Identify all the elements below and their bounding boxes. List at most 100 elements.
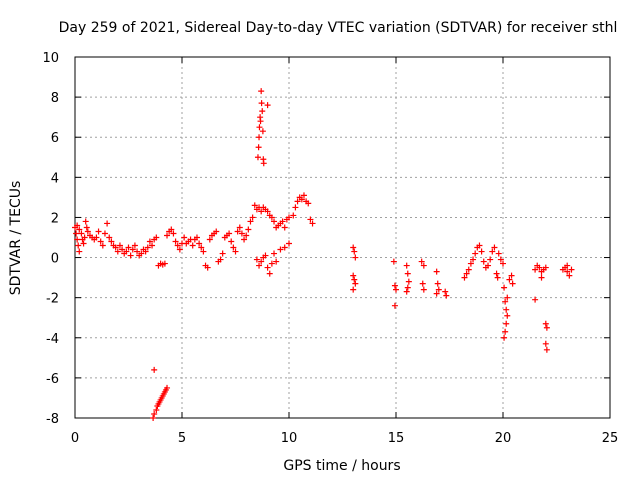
data-point: [433, 290, 440, 297]
data-point: [491, 244, 498, 251]
data-point: [258, 100, 265, 107]
data-point: [433, 268, 440, 275]
data-point: [502, 328, 509, 335]
x-tick-label: 15: [388, 431, 405, 446]
data-point: [80, 240, 87, 247]
data-point: [204, 264, 211, 271]
data-point: [566, 272, 573, 279]
data-point: [176, 246, 183, 253]
data-point: [241, 236, 248, 243]
data-point: [391, 282, 398, 289]
data-point: [219, 250, 226, 257]
data-point: [292, 204, 299, 211]
data-point: [260, 160, 267, 167]
data-point: [352, 254, 359, 261]
points-layer: [72, 88, 575, 421]
data-point: [76, 248, 83, 255]
y-tick-label: -8: [46, 412, 59, 427]
data-point: [234, 228, 241, 235]
data-point: [164, 384, 171, 391]
data-point: [298, 196, 305, 203]
data-point: [153, 234, 160, 241]
data-point: [149, 242, 156, 249]
data-point: [305, 200, 312, 207]
data-point: [281, 224, 288, 231]
data-point: [494, 274, 501, 281]
data-point: [230, 244, 237, 251]
x-tick-label: 25: [602, 431, 619, 446]
data-point: [503, 306, 510, 313]
plot-frame: [74, 56, 611, 419]
y-tick-label: -4: [46, 332, 59, 347]
data-point: [309, 220, 316, 227]
data-point: [161, 260, 168, 267]
data-point: [472, 250, 479, 257]
data-point: [495, 250, 502, 257]
data-point: [119, 246, 126, 253]
y-tick-label: 6: [51, 131, 59, 146]
data-point: [172, 238, 179, 245]
data-point: [470, 256, 477, 263]
data-point: [279, 218, 286, 225]
data-point: [391, 302, 398, 309]
data-point: [78, 230, 85, 237]
x-axis-label: GPS time / hours: [283, 458, 400, 474]
data-point: [170, 230, 177, 237]
data-point: [189, 242, 196, 249]
data-point: [542, 320, 549, 327]
data-point: [543, 324, 550, 331]
data-point: [76, 226, 83, 233]
data-point: [307, 216, 314, 223]
data-point: [497, 256, 504, 263]
data-point: [256, 124, 263, 131]
y-tick-label: 8: [51, 91, 59, 106]
data-point: [532, 266, 539, 273]
data-point: [101, 230, 108, 237]
data-point: [271, 250, 278, 257]
data-point: [266, 270, 273, 277]
data-point: [502, 298, 509, 305]
data-point: [97, 238, 104, 245]
data-point: [390, 258, 397, 265]
grid-layer: [75, 57, 610, 418]
data-point: [81, 234, 88, 241]
data-point: [350, 244, 357, 251]
data-point: [506, 276, 513, 283]
data-point: [419, 280, 426, 287]
data-point: [485, 262, 492, 269]
y-tick-label: 4: [51, 171, 59, 186]
data-point: [258, 258, 265, 265]
data-point: [542, 264, 549, 271]
data-point: [75, 242, 82, 249]
data-point: [151, 410, 158, 417]
data-point: [259, 108, 266, 115]
data-point: [404, 270, 411, 277]
data-point: [264, 102, 271, 109]
data-point: [476, 242, 483, 249]
data-point: [112, 244, 119, 251]
data-point: [138, 250, 145, 257]
data-point: [258, 88, 265, 95]
data-point: [255, 144, 262, 151]
data-point: [480, 258, 487, 265]
data-point: [467, 260, 474, 267]
data-point: [134, 248, 141, 255]
data-point: [73, 230, 80, 237]
data-point: [281, 244, 288, 251]
data-point: [256, 134, 263, 141]
data-point: [108, 238, 115, 245]
data-point: [104, 220, 111, 227]
data-point: [164, 232, 171, 239]
data-point: [264, 264, 271, 271]
data-point: [504, 312, 511, 319]
y-tick-label: -6: [46, 372, 59, 387]
data-point: [536, 264, 543, 271]
data-point: [247, 218, 254, 225]
data-point: [217, 256, 224, 263]
data-point: [257, 118, 264, 125]
y-tick-label: 10: [42, 51, 59, 66]
data-point: [213, 228, 220, 235]
data-point: [268, 214, 275, 221]
x-tick-label: 0: [71, 431, 79, 446]
